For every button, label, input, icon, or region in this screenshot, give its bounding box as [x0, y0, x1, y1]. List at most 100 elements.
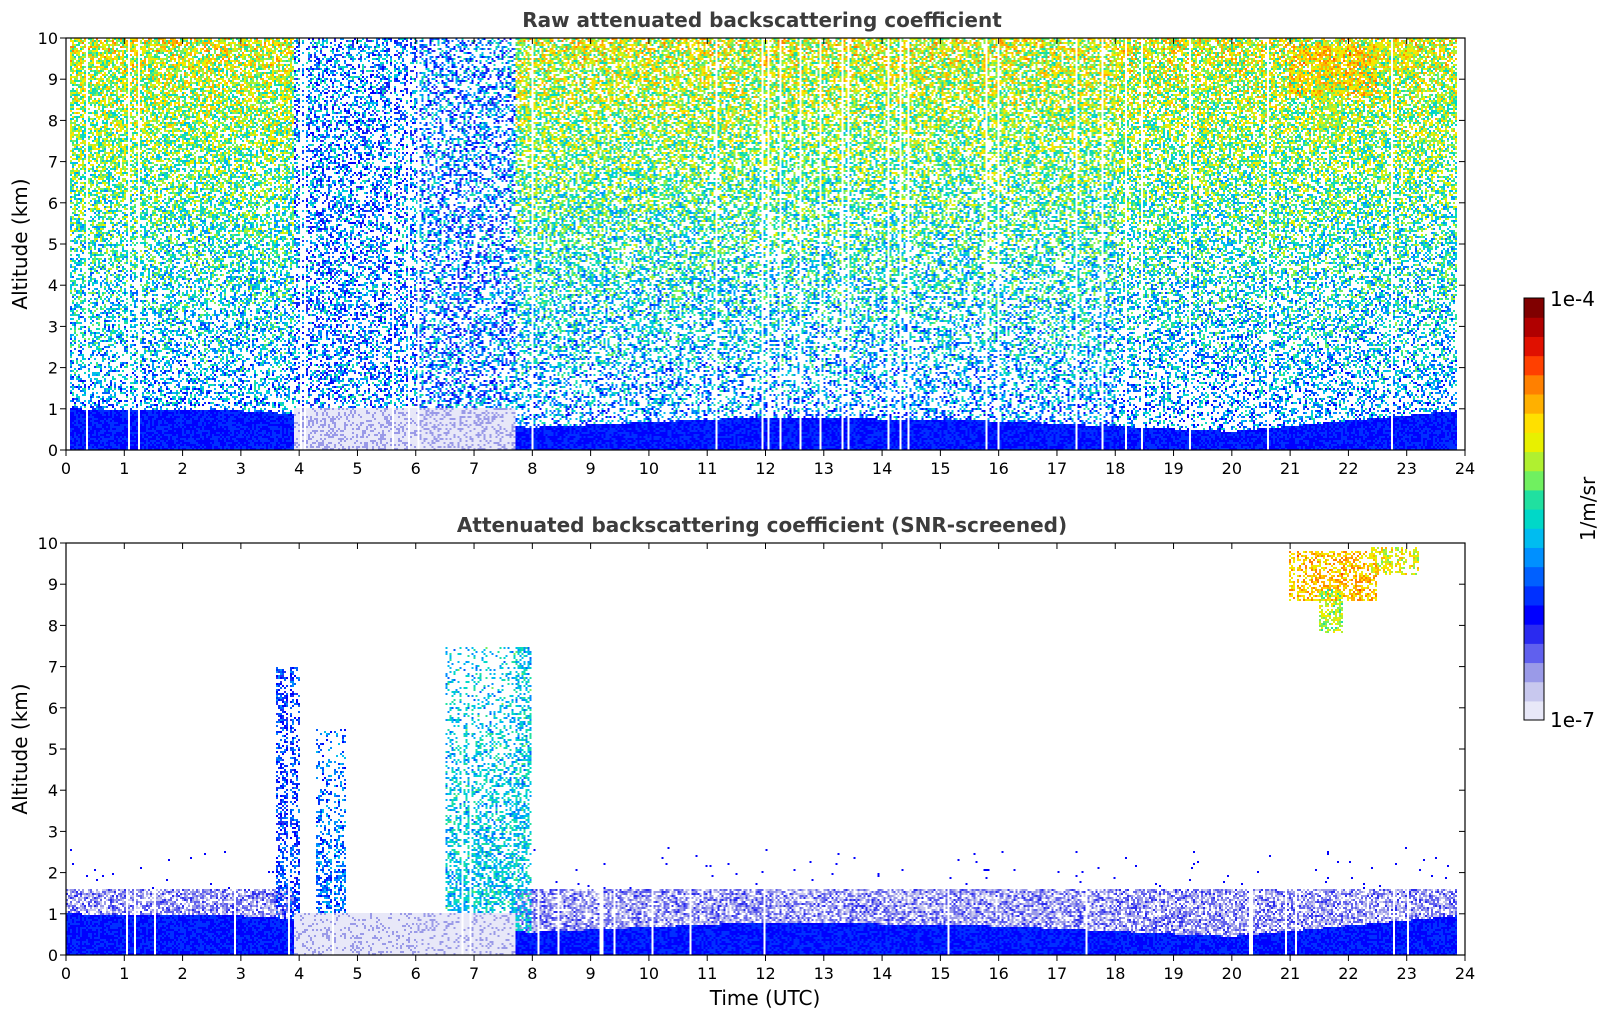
- x-tick-label: 18: [1105, 459, 1125, 478]
- colorbar-swatch: [1524, 585, 1544, 606]
- x-axis-ticks: 0 1 2 3 4 5 6 7 8 9 10 11 12 13 14 15 16 17 18 19 20 21 22 23 24: [61, 543, 1475, 983]
- y-tick-label: 9: [48, 575, 58, 594]
- x-tick-label: 6: [411, 964, 421, 983]
- colorbar-swatch: [1524, 547, 1544, 568]
- colorbar-swatch: [1524, 451, 1544, 472]
- colorbar-gradient: [1524, 298, 1544, 721]
- x-tick-label: 2: [177, 964, 187, 983]
- y-tick-label: 7: [48, 153, 58, 172]
- y-tick-label: 5: [48, 740, 58, 759]
- x-tick-label: 2: [177, 459, 187, 478]
- x-tick-label: 5: [352, 459, 362, 478]
- x-tick-label: 18: [1105, 964, 1125, 983]
- x-tick-label: 23: [1397, 459, 1417, 478]
- x-tick-label: 0: [61, 459, 71, 478]
- x-tick-label: 3: [236, 964, 246, 983]
- y-tick-label: 3: [48, 822, 58, 841]
- panel-title: Raw attenuated backscattering coefficien…: [522, 8, 1002, 32]
- heatmap-image: [66, 38, 1465, 450]
- x-tick-label: 20: [1222, 459, 1242, 478]
- heatmap-image: [66, 543, 1465, 955]
- y-tick-label: 4: [48, 781, 58, 800]
- colorbar-swatch: [1524, 317, 1544, 337]
- x-tick-label: 24: [1455, 459, 1475, 478]
- x-tick-label: 21: [1280, 964, 1300, 983]
- colorbar-swatch: [1524, 374, 1544, 395]
- x-tick-label: 17: [1047, 459, 1067, 478]
- colorbar-swatch: [1524, 509, 1544, 529]
- colorbar-swatch: [1524, 393, 1544, 414]
- x-tick-label: 24: [1455, 964, 1475, 983]
- x-tick-label: 6: [411, 459, 421, 478]
- x-tick-label: 22: [1338, 964, 1358, 983]
- x-tick-label: 1: [119, 459, 129, 478]
- y-tick-label: 3: [48, 317, 58, 336]
- x-tick-label: 15: [930, 964, 950, 983]
- colorbar-swatch: [1524, 336, 1544, 357]
- y-tick-label: 6: [48, 194, 58, 213]
- y-axis-label: Altitude (km): [8, 178, 32, 309]
- x-tick-label: 14: [872, 964, 892, 983]
- x-tick-label: 9: [586, 964, 596, 983]
- x-axis-ticks: 0 1 2 3 4 5 6 7 8 9 10 11 12 13 14 15 16 17 18 19 20 21 22 23 24: [61, 38, 1475, 478]
- y-tick-label: 7: [48, 658, 58, 677]
- x-tick-label: 13: [814, 964, 834, 983]
- y-tick-label: 4: [48, 276, 58, 295]
- y-tick-label: 8: [48, 111, 58, 130]
- y-tick-label: 9: [48, 70, 58, 89]
- snr-screened-backscatter-panel: Attenuated backscattering coefficient (S…: [8, 513, 1475, 1010]
- colorbar-swatch: [1524, 700, 1544, 721]
- x-tick-label: 10: [639, 964, 659, 983]
- x-tick-label: 9: [586, 459, 596, 478]
- colorbar-swatch: [1524, 489, 1544, 510]
- y-axis-ticks: 0 1 2 3 4 5 6 7 8 9 10: [38, 29, 1465, 460]
- heatmap-layer: [66, 38, 1465, 450]
- y-tick-label: 5: [48, 235, 58, 254]
- x-tick-label: 12: [755, 459, 775, 478]
- colorbar-swatch: [1524, 566, 1544, 587]
- y-tick-label: 6: [48, 699, 58, 718]
- x-tick-label: 19: [1163, 459, 1183, 478]
- x-tick-label: 23: [1397, 964, 1417, 983]
- colorbar-swatch: [1524, 355, 1544, 376]
- y-tick-label: 0: [48, 946, 58, 965]
- heatmap-layer: [66, 543, 1465, 955]
- y-tick-label: 10: [38, 534, 58, 553]
- y-tick-label: 10: [38, 29, 58, 48]
- colorbar-swatch: [1524, 643, 1544, 664]
- colorbar: 1e-4 1e-7 1/m/sr: [1523, 287, 1600, 732]
- panel-title: Attenuated backscattering coefficient (S…: [457, 513, 1067, 537]
- x-tick-label: 8: [527, 964, 537, 983]
- x-tick-label: 16: [988, 459, 1008, 478]
- colorbar-swatch: [1524, 604, 1544, 625]
- raw-backscatter-panel: Raw attenuated backscattering coefficien…: [8, 8, 1475, 478]
- y-axis-ticks: 0 1 2 3 4 5 6 7 8 9 10: [38, 534, 1465, 965]
- x-tick-label: 14: [872, 459, 892, 478]
- x-tick-label: 1: [119, 964, 129, 983]
- y-tick-label: 1: [48, 905, 58, 924]
- x-tick-label: 22: [1338, 459, 1358, 478]
- x-axis-label: Time (UTC): [709, 986, 821, 1010]
- x-tick-label: 16: [988, 964, 1008, 983]
- x-tick-label: 7: [469, 459, 479, 478]
- x-tick-label: 8: [527, 459, 537, 478]
- colorbar-swatch: [1524, 432, 1544, 453]
- x-tick-label: 5: [352, 964, 362, 983]
- x-tick-label: 20: [1222, 964, 1242, 983]
- x-tick-label: 19: [1163, 964, 1183, 983]
- x-tick-label: 11: [697, 459, 717, 478]
- x-tick-label: 15: [930, 459, 950, 478]
- colorbar-frame: [1523, 297, 1545, 721]
- colorbar-swatch: [1524, 298, 1544, 318]
- x-tick-label: 4: [294, 964, 304, 983]
- colorbar-min-label: 1e-7: [1550, 708, 1595, 732]
- y-tick-label: 2: [48, 359, 58, 378]
- colorbar-swatch: [1524, 528, 1544, 548]
- x-tick-label: 12: [755, 964, 775, 983]
- y-axis-label: Altitude (km): [8, 683, 32, 814]
- x-tick-label: 11: [697, 964, 717, 983]
- colorbar-unit-label: 1/m/sr: [1576, 476, 1600, 541]
- y-tick-label: 1: [48, 400, 58, 419]
- x-tick-label: 10: [639, 459, 659, 478]
